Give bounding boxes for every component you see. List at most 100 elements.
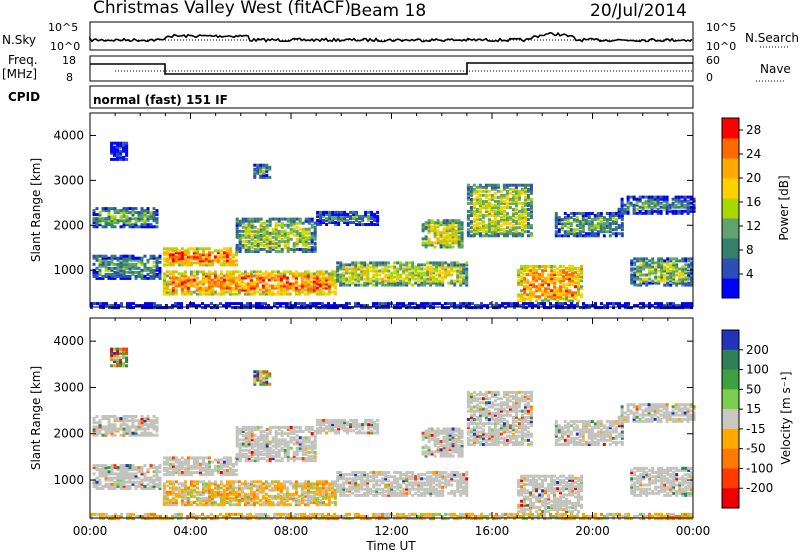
power-cell <box>547 275 551 279</box>
power-cell <box>309 274 313 278</box>
power-cell <box>268 233 272 237</box>
velocity-cell <box>162 482 166 486</box>
power-cell <box>390 273 394 277</box>
power-cell <box>669 279 673 283</box>
power-cell <box>453 283 457 287</box>
power-cell <box>469 220 473 224</box>
power-cell <box>307 235 311 239</box>
power-cell <box>675 283 679 287</box>
velocity-cell <box>364 431 368 435</box>
power-cell <box>547 295 551 299</box>
power-cell <box>405 281 409 285</box>
power-cell <box>665 195 669 199</box>
velocity-cell <box>219 471 223 474</box>
power-cell <box>414 269 418 273</box>
power-cell <box>306 270 310 274</box>
power-cell <box>366 273 370 277</box>
power-cell <box>614 222 618 226</box>
power-cell <box>334 221 338 224</box>
power-cell <box>393 306 396 310</box>
power-cell <box>496 214 500 217</box>
power-cell <box>149 223 153 227</box>
power-cell <box>228 278 232 282</box>
power-cell <box>677 199 681 203</box>
power-cell <box>240 304 243 308</box>
power-cell <box>137 258 141 262</box>
velocity-cell <box>301 444 305 448</box>
power-cell <box>421 243 425 247</box>
velocity-cell <box>286 446 290 450</box>
power-cell <box>639 302 642 306</box>
power-cell <box>158 272 162 276</box>
power-cell <box>303 270 307 274</box>
power-cell <box>526 193 530 197</box>
velocity-cell <box>107 417 111 421</box>
power-cell <box>657 265 661 269</box>
power-cell <box>517 183 521 187</box>
power-cell <box>113 207 117 211</box>
power-cell <box>235 235 239 239</box>
power-cell <box>297 302 300 306</box>
power-cell <box>283 217 287 221</box>
power-cell <box>450 273 454 277</box>
power-cell <box>276 276 280 280</box>
velocity-cell <box>277 432 281 436</box>
power-cell <box>174 247 178 251</box>
velocity-cell <box>337 431 341 435</box>
plot-title: Christmas Valley West (fitACF) <box>93 0 351 18</box>
velocity-cell <box>95 433 99 437</box>
power-cell <box>306 290 310 294</box>
velocity-cell <box>189 471 193 474</box>
power-cell <box>219 255 223 259</box>
power-cell <box>478 201 482 205</box>
power-cell <box>529 214 533 217</box>
power-cell <box>116 262 120 266</box>
power-cell <box>490 214 494 217</box>
power-cell <box>225 282 229 286</box>
power-cell <box>523 185 527 189</box>
power-cell <box>460 221 464 225</box>
power-cell <box>249 288 253 292</box>
velocity-cell <box>131 476 135 480</box>
power-cell <box>529 295 533 299</box>
velocity-cell <box>204 486 208 490</box>
power-cell <box>265 237 269 241</box>
power-cell <box>499 193 503 197</box>
power-cell <box>665 209 669 213</box>
power-cell <box>662 207 666 211</box>
power-cell <box>484 203 488 207</box>
power-cell <box>642 265 646 269</box>
velocity-cell <box>162 473 166 477</box>
velocity-cell <box>152 480 156 484</box>
power-cell <box>279 272 283 276</box>
velocity-cell <box>204 464 208 468</box>
power-cell <box>228 263 232 267</box>
power-cell <box>420 304 423 308</box>
velocity-cell <box>307 438 311 442</box>
power-cell <box>237 284 241 288</box>
power-cell <box>417 271 421 275</box>
power-cell <box>116 153 120 157</box>
velocity-cell <box>298 448 302 452</box>
velocity-cell <box>238 428 242 431</box>
power-cell <box>128 270 132 274</box>
power-cell <box>125 264 129 268</box>
velocity-cell <box>289 428 293 431</box>
power-cell <box>219 276 223 280</box>
velocity-cell <box>134 466 138 470</box>
velocity-cell <box>361 425 365 429</box>
power-cell <box>256 167 260 171</box>
power-cell <box>152 219 156 223</box>
power-cell <box>119 157 123 161</box>
power-cell <box>535 265 539 268</box>
velocity-cell <box>295 430 299 433</box>
power-cell <box>297 274 301 278</box>
power-cell <box>577 293 581 297</box>
power-cell <box>101 262 105 266</box>
power-cell <box>675 304 678 308</box>
power-cell <box>581 222 585 226</box>
velocity-cell <box>235 428 239 431</box>
y-tick-label: 2000 <box>53 218 84 232</box>
velocity-cell <box>256 448 260 452</box>
power-cell <box>417 283 421 287</box>
